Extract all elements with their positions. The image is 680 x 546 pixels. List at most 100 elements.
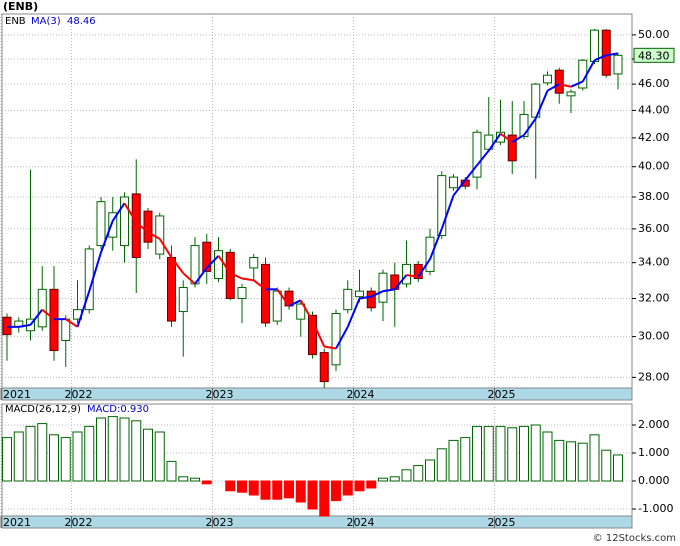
candle-body bbox=[507, 134, 517, 162]
candle-body bbox=[308, 314, 317, 356]
macd-bar bbox=[178, 476, 189, 482]
macd-bar bbox=[342, 480, 353, 496]
x-axis-band bbox=[1, 515, 633, 529]
macd-bar bbox=[483, 425, 494, 482]
ma-line bbox=[241, 277, 254, 282]
legend-ma-value: 48.46 bbox=[67, 16, 96, 27]
candle-body bbox=[37, 288, 47, 328]
ma-line bbox=[229, 272, 243, 280]
macd-bar bbox=[542, 431, 553, 482]
macd-bar bbox=[366, 480, 377, 489]
ma-line bbox=[194, 267, 208, 285]
macd-bar bbox=[389, 476, 400, 482]
ma-line bbox=[359, 295, 372, 300]
macd-bar bbox=[589, 434, 600, 482]
ma-line bbox=[511, 134, 525, 143]
y-tick-label: 30.00 bbox=[638, 330, 670, 343]
ma-line bbox=[594, 54, 607, 62]
ma-line bbox=[464, 164, 478, 181]
ma-line bbox=[487, 133, 502, 152]
ma-line bbox=[440, 195, 455, 230]
macd-bar bbox=[554, 439, 565, 482]
macd-bar bbox=[507, 427, 518, 482]
candle-body bbox=[237, 287, 247, 299]
legend-ticker: ENB bbox=[5, 16, 26, 27]
macd-bar bbox=[2, 437, 12, 482]
candle-body bbox=[613, 54, 623, 75]
ma-line bbox=[335, 326, 349, 350]
macd-bar bbox=[107, 416, 118, 482]
macd-bar bbox=[248, 480, 259, 496]
macd-bar bbox=[237, 480, 247, 493]
chart-title: (ENB) bbox=[3, 0, 38, 13]
legend-macd-value: MACD:0.930 bbox=[87, 404, 149, 415]
ma-line bbox=[547, 83, 560, 92]
x-tick-label: 2025 bbox=[488, 516, 516, 529]
y-tick-label: 2.000 bbox=[638, 418, 670, 431]
macd-bar bbox=[260, 480, 271, 500]
ma-line bbox=[346, 298, 361, 328]
ma-line bbox=[65, 318, 79, 328]
ma-line bbox=[276, 288, 290, 307]
candle-body bbox=[61, 318, 71, 342]
macd-bar bbox=[84, 425, 95, 482]
macd-bar bbox=[119, 417, 130, 482]
macd-bar bbox=[319, 480, 330, 517]
macd-bar bbox=[295, 480, 306, 503]
x-tick-label: 2022 bbox=[65, 388, 93, 401]
ma-line bbox=[499, 132, 513, 143]
candle-body bbox=[554, 69, 564, 94]
y-tick-label: 44.00 bbox=[638, 103, 670, 116]
y-tick-label: 42.00 bbox=[638, 131, 670, 144]
price-label: 48.30 bbox=[638, 49, 670, 62]
candle-body bbox=[590, 29, 599, 62]
candle-body bbox=[296, 303, 306, 320]
candle-body bbox=[543, 74, 552, 84]
y-tick-label: 0.000 bbox=[638, 474, 670, 487]
ma-line bbox=[123, 202, 138, 223]
macd-bar bbox=[613, 454, 623, 482]
ma-line bbox=[370, 290, 384, 298]
candle-body bbox=[120, 196, 129, 247]
ma-line bbox=[523, 117, 537, 136]
x-tick-label: 2021 bbox=[3, 388, 31, 401]
candle-body bbox=[202, 241, 212, 272]
y-tick-label: -1.000 bbox=[638, 502, 673, 515]
x-axis-band bbox=[1, 387, 633, 401]
macd-bar bbox=[354, 480, 365, 492]
macd-bar bbox=[460, 437, 471, 482]
y-tick-label: 46.00 bbox=[638, 77, 670, 90]
macd-bar bbox=[448, 439, 459, 482]
candle-body bbox=[96, 201, 106, 247]
candle-body bbox=[449, 176, 458, 189]
x-tick-label: 2025 bbox=[488, 388, 516, 401]
macd-bar bbox=[577, 442, 588, 482]
x-tick-label: 2023 bbox=[206, 388, 234, 401]
legend-macd: MACD(26,12,9) bbox=[5, 404, 81, 415]
macd-bar bbox=[401, 469, 412, 482]
ma-line bbox=[206, 255, 220, 269]
macd-bar bbox=[307, 480, 318, 510]
x-tick-label: 2024 bbox=[347, 388, 375, 401]
macd-bar bbox=[272, 480, 283, 500]
macd-bar bbox=[190, 477, 200, 482]
candle-body bbox=[261, 263, 270, 324]
ma-line bbox=[76, 290, 91, 328]
macd-bar bbox=[49, 434, 59, 482]
candle-body bbox=[402, 263, 411, 285]
macd-bar bbox=[413, 465, 424, 482]
x-tick-label: 2021 bbox=[3, 516, 31, 529]
macd-bar bbox=[225, 480, 236, 492]
y-tick-label: 34.00 bbox=[638, 256, 670, 269]
ma-line bbox=[111, 202, 126, 222]
candle-body bbox=[319, 352, 329, 383]
macd-bar bbox=[13, 431, 24, 482]
macd-bar bbox=[331, 480, 341, 502]
candle-body bbox=[214, 250, 223, 280]
candle-body bbox=[519, 113, 529, 137]
candle-body bbox=[343, 288, 353, 311]
candle-body bbox=[437, 175, 447, 237]
macd-bar bbox=[154, 431, 165, 482]
ma-line bbox=[382, 288, 395, 293]
